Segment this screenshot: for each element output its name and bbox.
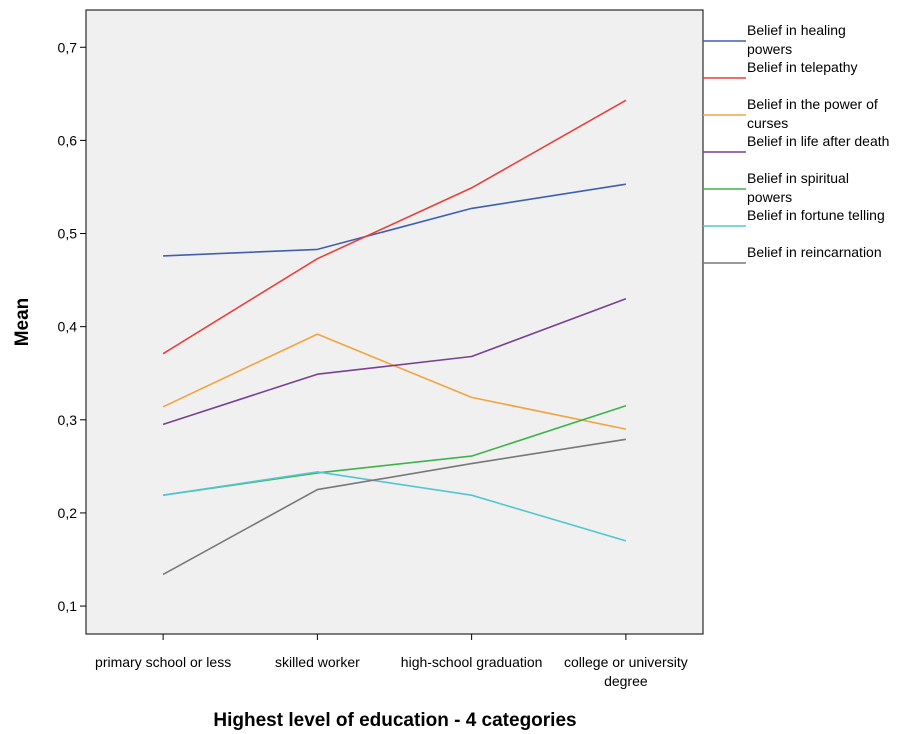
- legend-label: Belief in fortune telling: [747, 207, 885, 223]
- y-axis-title: Mean: [12, 298, 33, 347]
- y-tick-label: 0,5: [58, 226, 78, 242]
- legend-label: Belief in the power of curses: [747, 96, 878, 131]
- series-lines: [162, 99, 627, 576]
- y-tick-label: 0,3: [58, 412, 78, 428]
- y-tick-label: 0,7: [58, 39, 78, 55]
- x-tick-label: primary school or less: [95, 654, 231, 670]
- y-tick-label: 0,4: [58, 319, 78, 335]
- series-line: [163, 183, 627, 257]
- series-line: [162, 438, 627, 576]
- series-line: [162, 471, 627, 542]
- legend: Belief in healing powers Belief in telepat…: [703, 22, 889, 264]
- y-tick-label: 0,1: [58, 598, 78, 614]
- x-tick-label: skilled worker: [275, 654, 360, 670]
- legend-label: Belief in healing powers: [747, 22, 846, 57]
- x-axis: primary school or less skilled worker high…: [95, 634, 688, 689]
- series-line: [162, 99, 627, 355]
- y-axis: 0,1 0,2 0,3 0,4 0,5 0,6 0,7: [58, 39, 86, 614]
- legend-label: Belief in telepathy: [747, 59, 858, 75]
- legend-label: Belief in spiritual powers: [747, 170, 849, 205]
- y-tick-label: 0,2: [58, 505, 78, 521]
- x-tick-label: high-school graduation: [401, 654, 543, 670]
- plot-area: [85, 9, 704, 635]
- x-axis-title: Highest level of education - 4 categorie…: [213, 710, 576, 731]
- legend-label: Belief in reincarnation: [747, 244, 882, 260]
- legend-label: Belief in life after death: [747, 133, 889, 149]
- x-tick-label: college or university degree: [564, 654, 688, 689]
- y-tick-label: 0,6: [58, 132, 78, 148]
- series-line: [162, 297, 627, 426]
